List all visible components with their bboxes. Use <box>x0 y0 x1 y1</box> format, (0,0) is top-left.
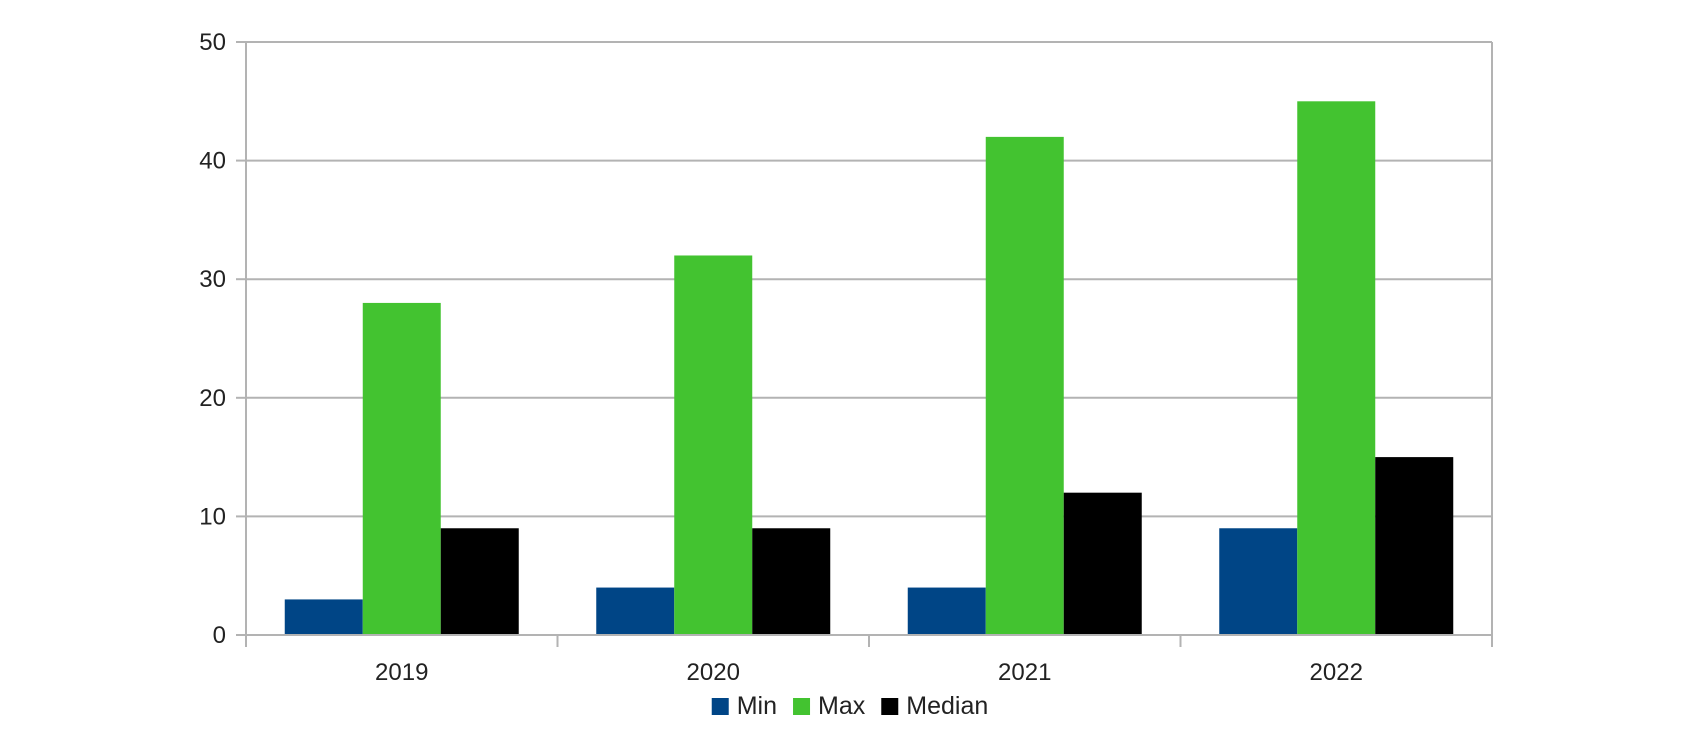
bar-min-2022 <box>1219 528 1298 635</box>
legend: Min Max Median <box>711 692 988 720</box>
bar-max-2021 <box>985 136 1064 635</box>
legend-label-max: Max <box>818 692 866 720</box>
x-axis-tick-labels: 2019 2020 2021 2022 <box>375 659 1363 686</box>
x-tick-label: 2021 <box>998 659 1051 686</box>
y-tick-label: 30 <box>199 266 226 293</box>
bar-min-2021 <box>907 587 986 635</box>
bar-max-2019 <box>362 302 441 635</box>
bar-median-2020 <box>752 528 831 635</box>
bar-min-2020 <box>596 587 675 635</box>
y-tick-label: 50 <box>199 29 226 56</box>
legend-swatch-max <box>793 698 811 715</box>
bar-median-2019 <box>440 528 519 635</box>
bars <box>284 101 1454 636</box>
y-tick-label: 10 <box>199 503 226 530</box>
bar-max-2020 <box>674 255 753 636</box>
axes <box>236 41 1493 647</box>
bar-max-2022 <box>1297 101 1376 636</box>
y-axis-tick-labels: 0 10 20 30 40 50 <box>199 29 226 649</box>
legend-swatch-min <box>711 698 729 715</box>
x-tick-label: 2019 <box>375 659 428 686</box>
x-tick-label: 2022 <box>1310 659 1363 686</box>
y-tick-label: 0 <box>213 622 226 649</box>
legend-label-median: Median <box>906 692 988 720</box>
y-tick-label: 40 <box>199 148 226 175</box>
bar-median-2022 <box>1375 457 1454 635</box>
x-tick-label: 2020 <box>687 659 740 686</box>
y-tick-label: 20 <box>199 385 226 412</box>
bar-median-2021 <box>1063 492 1142 635</box>
legend-label-min: Min <box>737 692 777 720</box>
legend-swatch-median <box>881 698 899 715</box>
bar-min-2019 <box>284 599 363 635</box>
